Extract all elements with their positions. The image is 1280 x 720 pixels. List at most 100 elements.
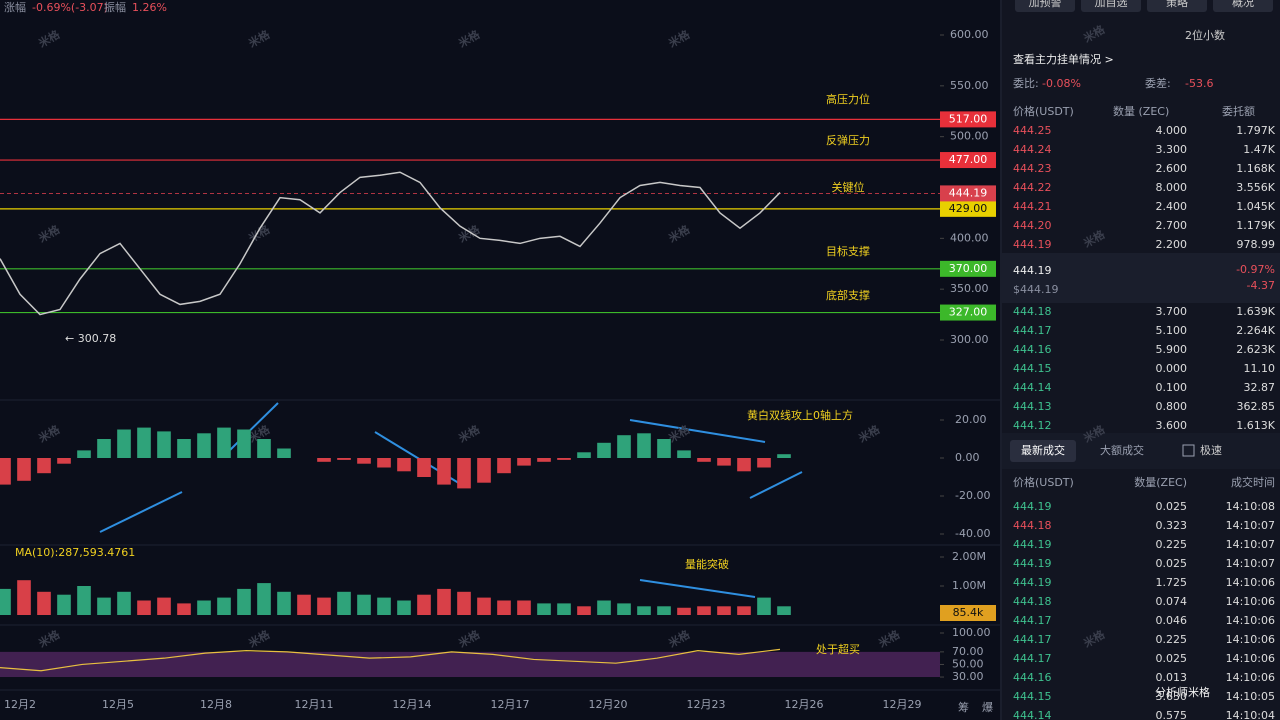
volume-bar [357, 594, 371, 615]
button-label[interactable]: 加自选 [1095, 0, 1128, 9]
macd-bar [757, 458, 771, 468]
button[interactable] [1147, 0, 1207, 12]
mid-band [1002, 253, 1280, 303]
label: -0.08% [1042, 77, 1081, 90]
level-tag [940, 200, 996, 217]
volume-bar [137, 600, 151, 615]
button[interactable] [1081, 0, 1141, 12]
button[interactable] [1213, 0, 1273, 12]
y-tick-label: 600.00 [950, 28, 989, 41]
button-label[interactable]: 加预警 [1029, 0, 1062, 9]
tab-active[interactable] [1010, 440, 1076, 462]
trade-cell: 14:10:06 [1226, 671, 1275, 684]
x-tick-label: 12月20 [589, 698, 628, 711]
volume-bar [257, 583, 271, 615]
ask-cell: 2.400 [1156, 200, 1188, 213]
y-tick-label: 2.00M [952, 550, 986, 563]
link[interactable]: 查看主力挂单情况 > [1013, 52, 1114, 66]
volume-bar [597, 600, 611, 615]
decimals[interactable]: 2位小数 [1185, 28, 1225, 42]
x-tick-label: 12月23 [687, 698, 726, 711]
tab[interactable]: 大额成交 [1100, 443, 1144, 457]
macd-bar [257, 439, 271, 458]
volume-bar [37, 591, 51, 615]
label: 委托额 [1222, 104, 1255, 118]
label: 数量(ZEC) [1134, 476, 1187, 489]
arrow [749, 471, 803, 499]
ask-cell: 1.168K [1236, 162, 1275, 175]
trade-cell: 14:10:07 [1226, 557, 1275, 570]
x-tick-label: 12月14 [393, 698, 432, 711]
trade-cell: 0.575 [1156, 709, 1188, 720]
trade-cell: 14:10:06 [1226, 576, 1275, 589]
button-label[interactable]: 策略 [1166, 0, 1188, 9]
bid-cell: 11.10 [1244, 362, 1276, 375]
mid-price: 444.19 [1013, 264, 1052, 277]
label: -4.37 [1247, 279, 1275, 292]
macd-bar [117, 429, 131, 458]
macd-bar [597, 442, 611, 458]
volume-bar [617, 603, 631, 615]
trade-cell: 444.14 [1013, 709, 1052, 720]
volume-bar [217, 597, 231, 615]
trade-cell: 0.225 [1156, 633, 1188, 646]
trade-cell: 444.17 [1013, 633, 1052, 646]
ask-cell: 444.24 [1013, 143, 1052, 156]
button-label[interactable]: 概况 [1232, 0, 1254, 9]
label: 1.26% [132, 1, 167, 14]
trade-cell: 0.025 [1156, 557, 1188, 570]
trade-cell: 0.025 [1156, 500, 1188, 513]
macd-bar [0, 458, 11, 485]
checkbox[interactable] [1182, 444, 1195, 457]
button[interactable] [1015, 0, 1075, 12]
volume-bar [517, 600, 531, 615]
tab[interactable]: 极速 [1200, 443, 1222, 457]
volume-bar [737, 606, 751, 615]
macd-bar [397, 458, 411, 472]
trade-cell: 444.18 [1013, 595, 1052, 608]
ask-cell: 3.300 [1156, 143, 1188, 156]
macd-bar [237, 429, 251, 458]
level-name: 高压力位 [826, 92, 870, 106]
macd-bar [537, 458, 551, 462]
trade-cell: 0.225 [1156, 538, 1188, 551]
volume-bar [117, 591, 131, 615]
volume-bar [97, 597, 111, 615]
trade-cell: 444.19 [1013, 557, 1052, 570]
volume-bar [757, 597, 771, 615]
arrow [629, 419, 766, 443]
bid-cell: 444.14 [1013, 381, 1052, 394]
trade-cell: 444.19 [1013, 500, 1052, 513]
bid-cell: 3.700 [1156, 305, 1188, 318]
bid-cell: 444.15 [1013, 362, 1052, 375]
y-tick-label: 1.00M [952, 579, 986, 592]
price-line [0, 171, 781, 316]
bid-cell: 444.17 [1013, 324, 1052, 337]
y-tick-label: 350.00 [950, 282, 989, 295]
annotation: 量能突破 [685, 557, 729, 571]
trade-cell: 444.19 [1013, 538, 1052, 551]
ask-cell: 1.47K [1243, 143, 1275, 156]
trade-cell: 14:10:07 [1226, 519, 1275, 532]
bid-cell: 1.639K [1236, 305, 1275, 318]
trade-cell: 14:10:06 [1226, 652, 1275, 665]
ask-cell: 444.23 [1013, 162, 1052, 175]
y-tick-label: 300.00 [950, 333, 989, 346]
macd-bar [357, 458, 371, 464]
tab[interactable]: 最新成交 [1021, 443, 1065, 457]
macd-bar [517, 458, 531, 466]
label: 数量 (ZEC) [1113, 105, 1169, 118]
indicator-label: MA(10):287,593.4761 [15, 546, 135, 559]
trade-cell: 0.323 [1156, 519, 1188, 532]
trade-cell: 0.074 [1156, 595, 1188, 608]
level-name: 底部支撑 [826, 288, 870, 302]
bid-cell: 0.000 [1156, 362, 1188, 375]
bid-cell: 5.900 [1156, 343, 1188, 356]
trade-cell: 444.19 [1013, 576, 1052, 589]
macd-bar [157, 431, 171, 458]
level-price: 327.00 [949, 306, 988, 319]
bid-cell: 3.600 [1156, 419, 1188, 432]
annotation: 黄白双线攻上0轴上方 [747, 408, 853, 422]
volume-bar [697, 606, 711, 615]
